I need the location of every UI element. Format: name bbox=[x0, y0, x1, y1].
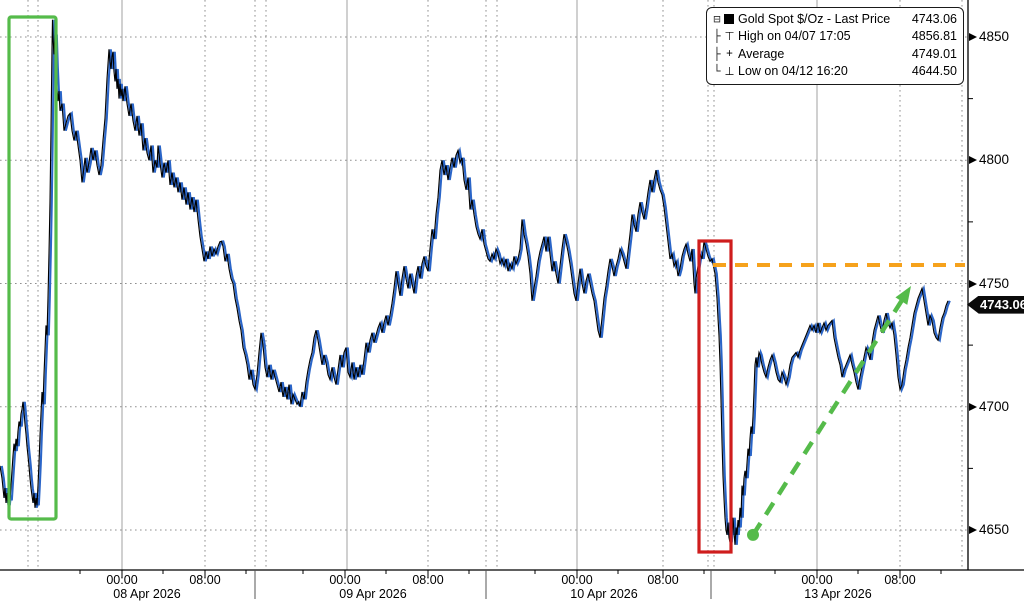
legend-last-value: 4743.06 bbox=[911, 11, 957, 26]
tick-arrow-icon bbox=[969, 33, 977, 41]
legend-row-high[interactable]: ├ ⊤ High on 04/07 17:05 4856.81 bbox=[711, 28, 957, 46]
price-line-shadow bbox=[0, 19, 951, 545]
y-axis-label: 4800 bbox=[969, 152, 1009, 168]
time-axis-label: 08:00 bbox=[647, 573, 679, 587]
tick-arrow-icon bbox=[969, 526, 977, 534]
tree-end-icon: └ bbox=[713, 64, 721, 79]
legend-row-average[interactable]: ├ + Average 4749.01 bbox=[711, 45, 957, 63]
tick-arrow-icon bbox=[969, 156, 977, 165]
tree-branch-icon: ├ bbox=[713, 29, 721, 44]
legend-series-label: Gold Spot $/Oz - Last Price bbox=[738, 11, 891, 26]
date-axis-label: 10 Apr 2026 bbox=[570, 587, 638, 601]
time-axis-label: 00:00 bbox=[329, 573, 361, 587]
chart-legend[interactable]: ⊟ Gold Spot $/Oz - Last Price 4743.06 ├ … bbox=[706, 7, 964, 85]
collapse-icon[interactable]: ⊟ bbox=[713, 11, 721, 26]
time-axis-label: 00:00 bbox=[561, 573, 593, 587]
tick-arrow-icon bbox=[969, 279, 977, 288]
legend-high-value: 4856.81 bbox=[911, 29, 957, 44]
green-arrow-head bbox=[895, 285, 911, 305]
green-highlight-box bbox=[7, 15, 58, 521]
tick-arrow-icon bbox=[969, 402, 977, 411]
price-line bbox=[0, 19, 949, 545]
legend-row-low[interactable]: └ ⊥ Low on 04/12 16:20 4644.50 bbox=[711, 63, 957, 81]
legend-row-last-price[interactable]: ⊟ Gold Spot $/Oz - Last Price 4743.06 bbox=[711, 10, 957, 28]
time-axis-label: 08:00 bbox=[189, 573, 221, 587]
legend-low-value: 4644.50 bbox=[911, 64, 957, 79]
average-marker-icon: + bbox=[726, 47, 733, 60]
y-axis-label: 4750 bbox=[969, 276, 1009, 292]
legend-high-label: High on 04/07 17:05 bbox=[738, 29, 851, 44]
y-axis-label: 4700 bbox=[969, 399, 1009, 415]
time-axis-label: 00:00 bbox=[106, 573, 138, 587]
legend-average-label: Average bbox=[738, 46, 785, 61]
low-marker-icon: ⊥ bbox=[724, 66, 735, 79]
y-axis-label: 4850 bbox=[969, 29, 1009, 45]
date-axis-label: 13 Apr 2026 bbox=[804, 587, 872, 601]
date-axis-label: 08 Apr 2026 bbox=[113, 587, 181, 601]
last-price-tag: 4743.06 bbox=[967, 295, 1024, 314]
green-trend-arrow-line bbox=[751, 296, 906, 537]
time-axis-label: 00:00 bbox=[801, 573, 833, 587]
time-axis-label: 08:00 bbox=[884, 573, 916, 587]
time-axis-label: 08:00 bbox=[412, 573, 444, 587]
y-axis-label: 4650 bbox=[969, 522, 1009, 538]
legend-low-label: Low on 04/12 16:20 bbox=[738, 64, 848, 79]
series-swatch-icon bbox=[724, 13, 734, 24]
legend-average-value: 4749.01 bbox=[911, 46, 957, 61]
date-axis-label: 09 Apr 2026 bbox=[339, 587, 407, 601]
tree-branch-icon: ├ bbox=[713, 46, 721, 61]
red-highlight-box bbox=[697, 239, 733, 554]
high-marker-icon: ⊤ bbox=[724, 31, 735, 44]
